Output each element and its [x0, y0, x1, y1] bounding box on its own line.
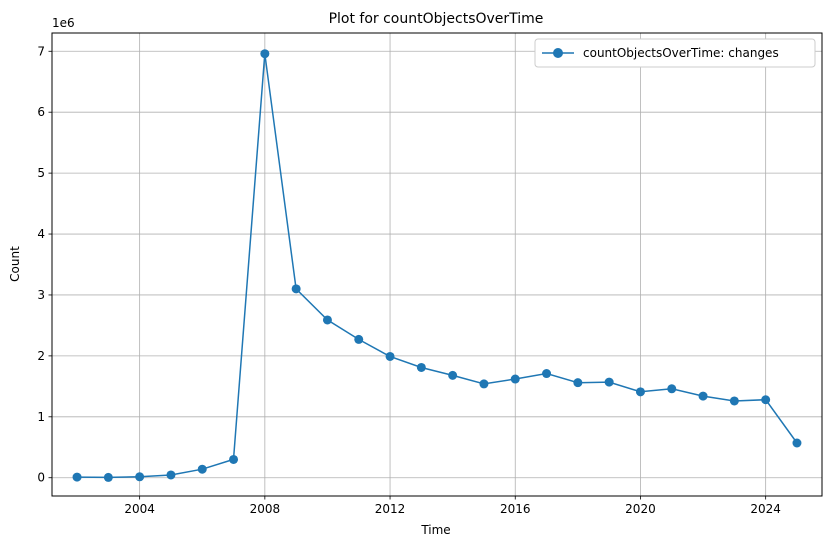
legend: countObjectsOverTime: changes [534, 38, 816, 68]
x-axis-label: Time [420, 523, 450, 537]
data-point [322, 315, 332, 325]
y-tick-label: 3 [37, 288, 45, 302]
x-axis-ticks: 2004 2008 2012 2016 2020 2024 [124, 496, 781, 516]
data-point [354, 334, 364, 344]
y-tick-label: 0 [37, 471, 45, 485]
data-point [729, 396, 739, 406]
data-point [542, 369, 552, 379]
y-axis-label: Count [8, 246, 22, 282]
data-point [103, 472, 113, 482]
x-tick-label: 2024 [750, 502, 781, 516]
x-tick-label: 2016 [500, 502, 531, 516]
data-point [72, 472, 82, 482]
legend-box [534, 38, 816, 68]
y-tick-label: 2 [37, 349, 45, 363]
data-point [135, 472, 145, 482]
y-tick-label: 4 [37, 227, 45, 241]
data-point [260, 49, 270, 59]
y-tick-label: 6 [37, 105, 45, 119]
series-line [76, 53, 798, 479]
data-point [573, 378, 583, 388]
legend-label: countObjectsOverTime: changes [583, 46, 779, 60]
data-point [761, 395, 771, 405]
data-point [197, 464, 207, 474]
data-point [667, 384, 677, 394]
y-axis-ticks: 0 1 2 3 4 5 6 7 [37, 44, 52, 485]
x-tick-label: 2004 [124, 502, 155, 516]
x-tick-label: 2012 [375, 502, 406, 516]
legend-marker-swatch [553, 48, 563, 58]
data-point [229, 454, 239, 464]
data-point [385, 351, 395, 361]
data-point [416, 362, 426, 372]
plot-frame [51, 32, 823, 497]
data-point [635, 387, 645, 397]
y-tick-label: 5 [37, 166, 45, 180]
y-tick-label: 1 [37, 410, 45, 424]
data-point [448, 370, 458, 380]
data-point [604, 377, 614, 387]
data-point [792, 438, 802, 448]
x-tick-label: 2008 [250, 502, 281, 516]
y-offset-label: 1e6 [52, 16, 75, 30]
data-point [510, 374, 520, 384]
chart-title: Plot for countObjectsOverTime [329, 11, 544, 27]
y-tick-label: 7 [37, 44, 45, 58]
series-layer [72, 49, 802, 482]
data-point [479, 379, 489, 389]
data-point [166, 470, 176, 480]
data-point [291, 284, 301, 294]
x-tick-label: 2020 [625, 502, 656, 516]
data-point [698, 391, 708, 401]
